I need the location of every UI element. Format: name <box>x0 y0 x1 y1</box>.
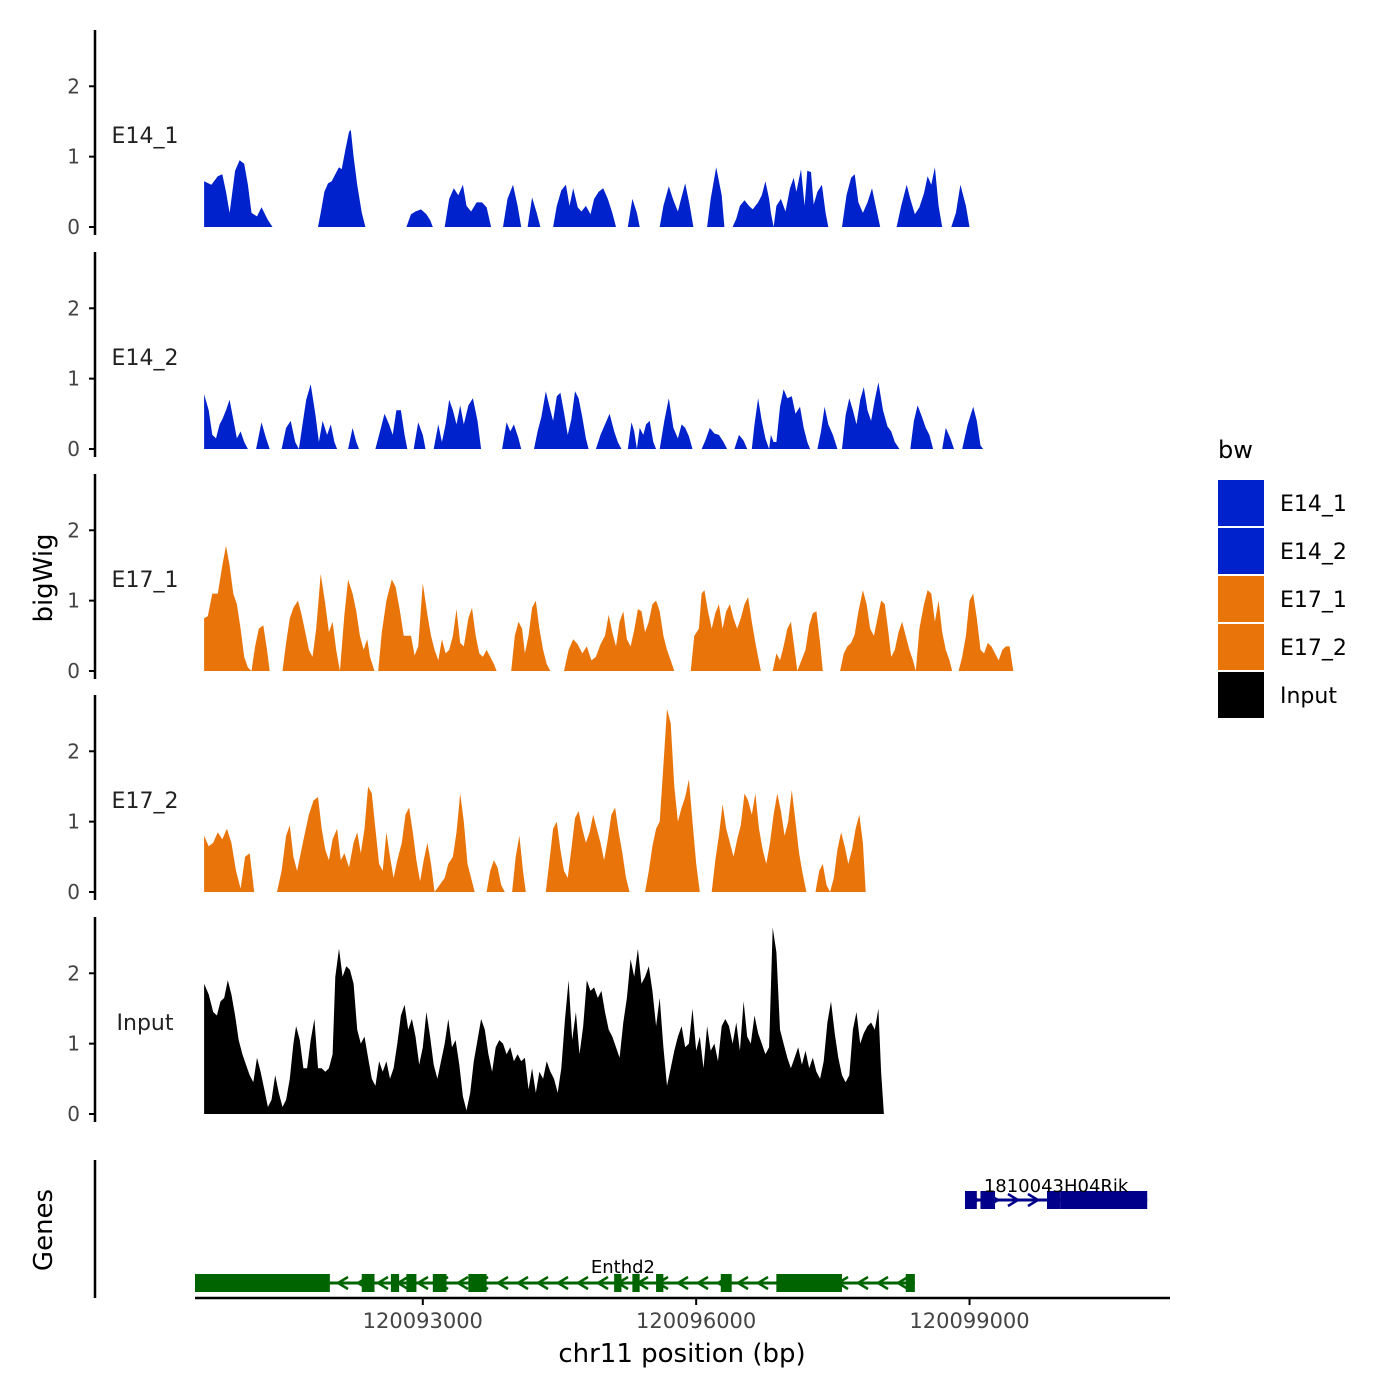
y-tick-label: 0 <box>67 1102 80 1126</box>
y-tick-label: 0 <box>67 215 80 239</box>
coverage-panels: 0 1 2 E14_1 0 1 2 E14_2 0 1 2 E17_1 0 1 2 E17_2 0 1 2 Input <box>67 30 1014 1126</box>
track-label: E14_2 <box>112 346 179 371</box>
strand-arrow <box>875 1275 889 1291</box>
legend-entry: E17_2 <box>1218 624 1347 670</box>
y-tick-label: 0 <box>67 880 80 904</box>
legend-entry: E14_1 <box>1218 480 1347 526</box>
coverage-area-E17_1 <box>204 545 1014 671</box>
gene-exon <box>720 1274 732 1292</box>
coverage-area-Input <box>204 927 884 1114</box>
strand-arrow <box>755 1275 769 1291</box>
legend-label: E14_2 <box>1280 540 1347 565</box>
legend-swatch <box>1218 672 1264 718</box>
gene-exon <box>432 1274 447 1292</box>
legend-title: bw <box>1218 436 1253 464</box>
track-label: E14_1 <box>112 124 179 149</box>
gene-1810043H04Rik: 1810043H04Rik <box>964 1176 1148 1209</box>
gene-exon <box>614 1274 622 1292</box>
gene-exon <box>1060 1191 1148 1209</box>
track-panel-Input: 0 1 2 Input <box>67 917 884 1126</box>
strand-arrow <box>1007 1192 1021 1208</box>
gene-exon <box>390 1274 400 1292</box>
strand-arrow <box>575 1275 589 1291</box>
strand-arrow <box>375 1275 389 1291</box>
gene-exon <box>964 1191 977 1209</box>
x-tick-label: 120093000 <box>363 1309 483 1333</box>
strand-arrow <box>515 1275 529 1291</box>
strand-arrow <box>675 1275 689 1291</box>
legend-entry: E17_1 <box>1218 576 1347 622</box>
track-panel-E14_2: 0 1 2 E14_2 <box>67 252 984 461</box>
y-axis-title: bigWig <box>29 533 59 622</box>
legend-entry: Input <box>1218 672 1337 718</box>
legend-swatch <box>1218 624 1264 670</box>
y-tick-label: 0 <box>67 437 80 461</box>
strand-arrow <box>895 1275 909 1291</box>
track-panel-E17_2: 0 1 2 E17_2 <box>67 695 866 904</box>
gene-exon <box>195 1274 330 1292</box>
coverage-area-E17_2 <box>204 709 866 892</box>
gene-exon <box>632 1274 640 1292</box>
x-axis: 120093000 120096000 120099000 <box>195 1296 1170 1333</box>
legend-label: E17_2 <box>1280 636 1347 661</box>
genes-axis-title: Genes <box>29 1189 59 1271</box>
track-panel-E14_1: 0 1 2 E14_1 <box>67 30 970 239</box>
gene-name-label: 1810043H04Rik <box>984 1176 1129 1197</box>
gene-exon <box>468 1274 487 1292</box>
x-tick-label: 120096000 <box>636 1309 756 1333</box>
y-tick-label: 1 <box>67 145 80 169</box>
gene-exon <box>980 1191 996 1209</box>
coverage-area-E14_2 <box>204 382 984 449</box>
y-tick-label: 2 <box>67 961 80 985</box>
y-tick-label: 1 <box>67 367 80 391</box>
gene-exon <box>656 1274 664 1292</box>
strand-arrow <box>415 1275 429 1291</box>
legend: bw E14_1 E14_2 E17_1 E17_2 Input <box>1218 436 1347 718</box>
y-tick-label: 2 <box>67 739 80 763</box>
legend-swatch <box>1218 576 1264 622</box>
strand-arrow <box>455 1275 469 1291</box>
strand-arrow <box>535 1275 549 1291</box>
gene-exon <box>361 1274 375 1292</box>
gene-name-label: Enthd2 <box>591 1257 655 1278</box>
gene-exon <box>1046 1191 1061 1209</box>
legend-swatch <box>1218 528 1264 574</box>
strand-arrow <box>495 1275 509 1291</box>
strand-arrow <box>335 1275 349 1291</box>
legend-items: E14_1 E14_2 E17_1 E17_2 Input <box>1218 480 1347 718</box>
y-tick-label: 1 <box>67 1032 80 1056</box>
y-tick-label: 1 <box>67 810 80 834</box>
y-tick-label: 2 <box>67 518 80 542</box>
y-tick-label: 0 <box>67 659 80 683</box>
gene-Enthd2: Enthd2 <box>195 1257 915 1292</box>
legend-swatch <box>1218 480 1264 526</box>
strand-arrow <box>695 1275 709 1291</box>
legend-label: E17_1 <box>1280 588 1347 613</box>
genes-panel: 1810043H04Rik Enthd2 <box>93 1160 1148 1298</box>
y-tick-label: 2 <box>67 74 80 98</box>
x-axis-title: chr11 position (bp) <box>558 1339 805 1369</box>
track-panel-E17_1: 0 1 2 E17_1 <box>67 474 1014 683</box>
coverage-area-E14_1 <box>204 129 970 227</box>
strand-arrow <box>735 1275 749 1291</box>
legend-label: Input <box>1280 684 1337 709</box>
x-tick-label: 120099000 <box>909 1309 1029 1333</box>
legend-entry: E14_2 <box>1218 528 1347 574</box>
y-tick-label: 1 <box>67 589 80 613</box>
gene-exon <box>406 1274 417 1292</box>
strand-arrow <box>1027 1192 1041 1208</box>
track-label: E17_2 <box>112 789 179 814</box>
y-tick-label: 2 <box>67 296 80 320</box>
gene-exon <box>905 1274 915 1292</box>
gene-exon <box>776 1274 842 1292</box>
track-label: E17_1 <box>112 568 179 593</box>
strand-arrow <box>555 1275 569 1291</box>
strand-arrow <box>855 1275 869 1291</box>
legend-label: E14_1 <box>1280 492 1347 517</box>
strand-arrow <box>595 1275 609 1291</box>
track-label: Input <box>117 1011 174 1036</box>
